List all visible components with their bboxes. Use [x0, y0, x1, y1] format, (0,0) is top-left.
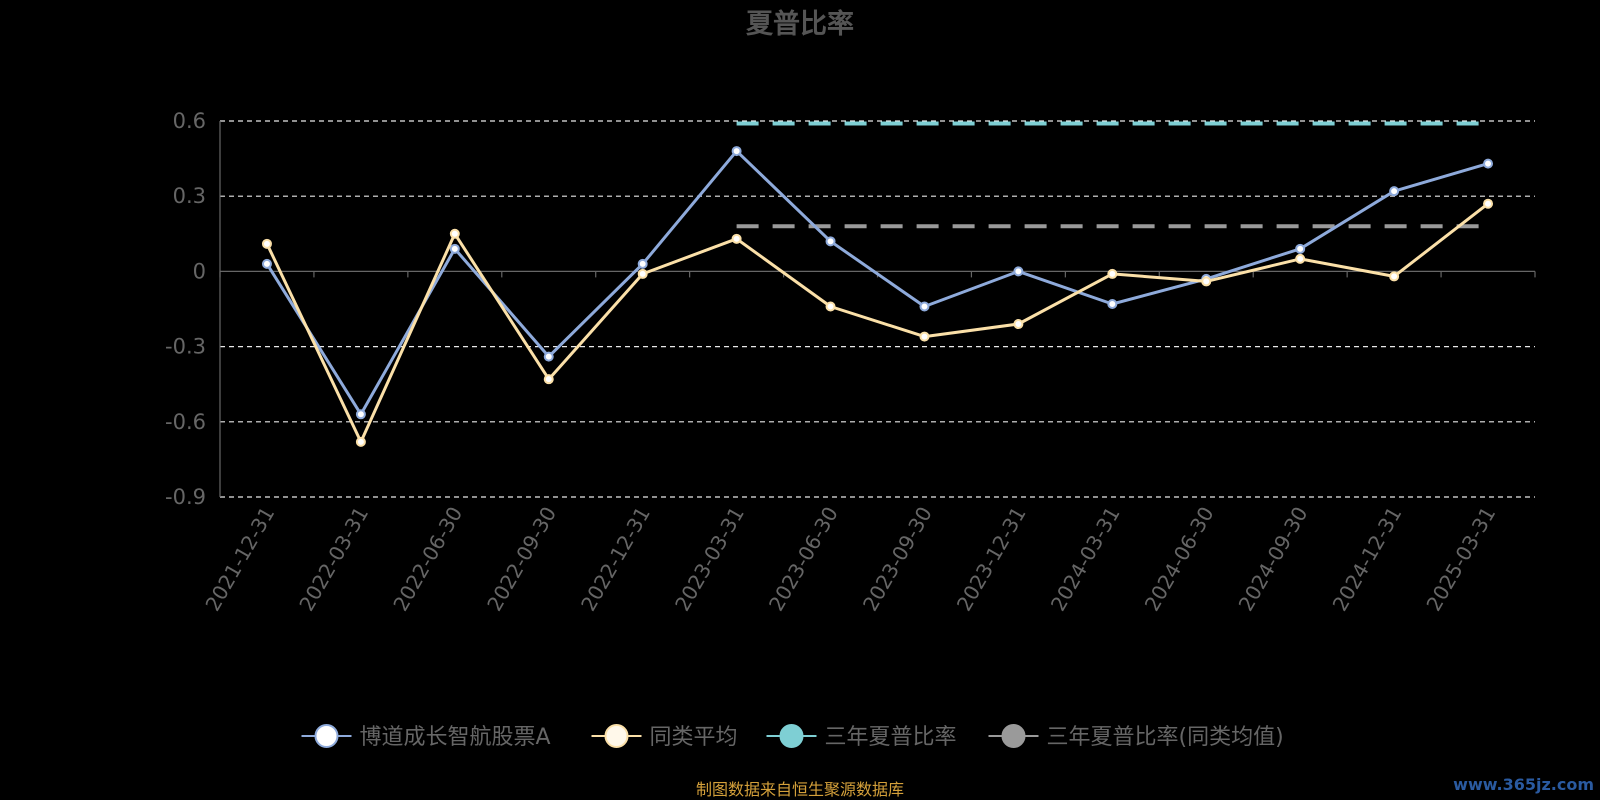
- series-point-0: [825, 236, 836, 247]
- series-point-1: [449, 228, 460, 239]
- x-tick-label: 2024-12-31: [1328, 503, 1407, 616]
- series-point-1: [1389, 271, 1400, 282]
- series-point-1: [825, 301, 836, 312]
- legend-item[interactable]: 三年夏普比率(同类均值): [988, 724, 1284, 750]
- series-point-1: [355, 436, 366, 447]
- y-tick-label: -0.3: [165, 335, 206, 359]
- series-point-1: [1107, 268, 1118, 279]
- legend: 博道成长智航股票A 同类平均 三年夏普比率 三年夏普比率(同类均值): [301, 724, 1284, 750]
- legend-label: 三年夏普比率(同类均值): [1047, 725, 1284, 750]
- series-point-0: [261, 258, 272, 269]
- series-point-1: [543, 374, 554, 385]
- legend-item[interactable]: 博道成长智航股票A: [301, 724, 551, 750]
- series-point-0: [355, 409, 366, 420]
- series-point-0: [1013, 266, 1024, 277]
- x-tick-label: 2024-03-31: [1046, 503, 1125, 616]
- series-point-0: [1107, 298, 1118, 309]
- legend-label: 同类平均: [650, 725, 738, 750]
- series-point-1: [261, 238, 272, 249]
- legend-label: 三年夏普比率: [825, 725, 957, 750]
- chart-title: 夏普比率: [746, 8, 854, 40]
- x-tick-label: 2021-12-31: [200, 503, 279, 616]
- series-point-0: [1483, 158, 1494, 169]
- series: [261, 146, 1494, 447]
- legend-swatch-marker: [604, 724, 629, 748]
- x-tick-label: 2024-09-30: [1234, 503, 1313, 616]
- legend-swatch-marker: [1001, 724, 1026, 748]
- series-point-0: [449, 243, 460, 254]
- x-tick-label: 2022-03-31: [294, 503, 373, 616]
- legend-swatch-marker: [779, 724, 804, 748]
- x-tick-label: 2023-09-30: [858, 503, 937, 616]
- series-point-1: [1201, 276, 1212, 287]
- y-tick-label: 0.6: [173, 109, 206, 133]
- series-point-0: [1389, 186, 1400, 197]
- y-tick-label: -0.6: [165, 410, 206, 434]
- x-tick-label: 2023-12-31: [952, 503, 1031, 616]
- legend-label: 博道成长智航股票A: [360, 725, 551, 750]
- series-line-1: [265, 202, 1489, 444]
- x-tick-label: 2022-09-30: [482, 503, 561, 616]
- legend-item[interactable]: 三年夏普比率: [766, 724, 957, 750]
- x-tick-label: 2022-06-30: [388, 502, 467, 615]
- x-tick-label: 2025-03-31: [1421, 503, 1500, 616]
- series-point-0: [1295, 243, 1306, 254]
- series-line-0: [265, 149, 1489, 416]
- series-point-1: [731, 233, 742, 244]
- series-point-0: [637, 258, 648, 269]
- reference-lines: [736, 121, 1488, 229]
- x-tick-label: 2023-03-31: [670, 503, 749, 616]
- series-point-0: [919, 301, 930, 312]
- series-point-0: [731, 146, 742, 157]
- series-point-1: [919, 331, 930, 342]
- y-tick-label: 0.3: [173, 184, 206, 208]
- series-point-0: [543, 351, 554, 362]
- legend-swatch-marker: [314, 724, 339, 748]
- series-point-1: [1483, 198, 1494, 209]
- series-point-1: [637, 268, 648, 279]
- series-point-1: [1295, 253, 1306, 264]
- grid: [220, 120, 1535, 498]
- y-tick-label: 0: [193, 259, 206, 283]
- x-tick-label: 2022-12-31: [576, 503, 655, 616]
- watermark: www.365jz.com: [1453, 775, 1594, 794]
- series-point-1: [1013, 319, 1024, 330]
- x-tick-label: 2023-06-30: [764, 503, 843, 616]
- legend-item[interactable]: 同类平均: [591, 724, 738, 750]
- data-source-note: 制图数据来自恒生聚源数据库: [696, 780, 904, 799]
- y-tick-label: -0.9: [165, 485, 206, 509]
- x-tick-label: 2024-06-30: [1140, 503, 1219, 616]
